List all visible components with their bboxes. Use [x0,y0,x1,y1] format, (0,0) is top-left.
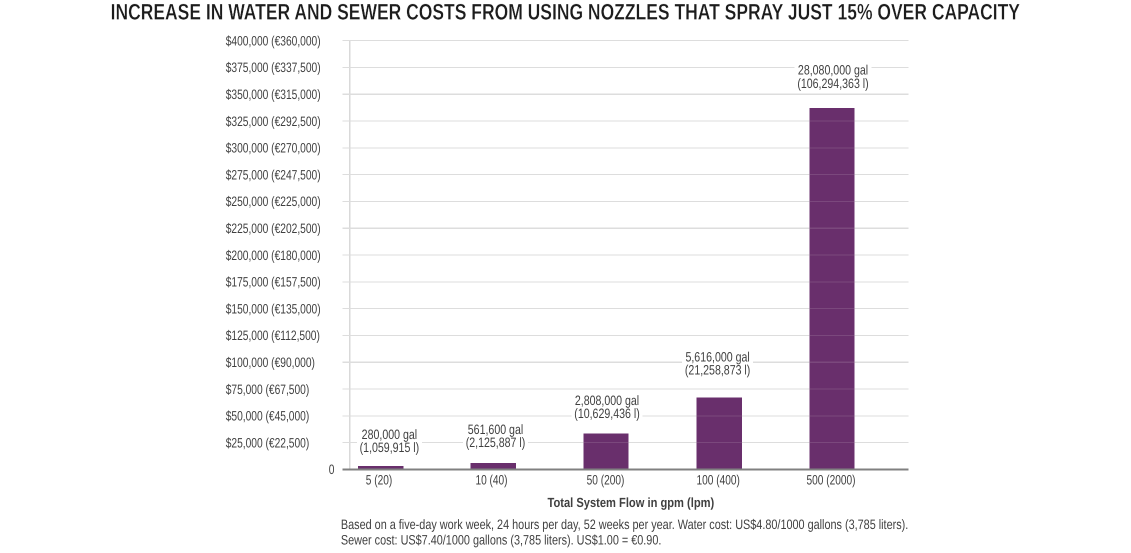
svg-text:561,600 gal: 561,600 gal [468,422,523,437]
svg-text:5 (20): 5 (20) [366,473,392,488]
svg-text:Sewer cost: US$7.40/1000 gallo: Sewer cost: US$7.40/1000 gallons (3,785 … [341,533,661,548]
svg-text:$375,000 (€337,500): $375,000 (€337,500) [226,60,321,75]
svg-text:280,000 gal: 280,000 gal [362,427,417,442]
svg-text:10 (40): 10 (40) [475,473,507,488]
svg-text:$300,000 (€270,000): $300,000 (€270,000) [226,141,321,156]
svg-text:$400,000 (€360,000): $400,000 (€360,000) [226,33,321,48]
svg-text:$150,000 (€135,000): $150,000 (€135,000) [226,301,321,316]
svg-text:$200,000 (€180,000): $200,000 (€180,000) [226,248,321,263]
svg-text:$175,000 (€157,500): $175,000 (€157,500) [226,275,321,290]
svg-text:(2,125,887 l): (2,125,887 l) [466,435,526,450]
svg-text:Based on a five-day work week,: Based on a five-day work week, 24 hours … [341,517,908,532]
svg-text:0: 0 [329,462,335,477]
svg-text:(1,059,915 l): (1,059,915 l) [360,440,420,455]
svg-text:2,808,000 gal: 2,808,000 gal [575,393,639,408]
svg-text:50 (200): 50 (200) [587,473,625,488]
svg-text:$350,000 (€315,000): $350,000 (€315,000) [226,87,321,102]
svg-text:Total System Flow in gpm (lpm): Total System Flow in gpm (lpm) [548,495,715,510]
svg-text:$25,000 (€22,500): $25,000 (€22,500) [226,435,310,450]
svg-text:$275,000 (€247,500): $275,000 (€247,500) [226,167,321,182]
svg-text:500 (2000): 500 (2000) [806,473,855,488]
svg-text:$125,000 (€112,500): $125,000 (€112,500) [226,328,320,343]
svg-text:$325,000 (€292,500): $325,000 (€292,500) [226,114,321,129]
svg-text:(106,294,363 l): (106,294,363 l) [797,76,868,91]
svg-text:100 (400): 100 (400) [697,473,740,488]
svg-text:28,080,000 gal: 28,080,000 gal [798,63,868,78]
svg-text:$225,000 (€202,500): $225,000 (€202,500) [226,221,321,236]
svg-text:$75,000 (€67,500): $75,000 (€67,500) [226,382,310,397]
svg-text:(21,258,873 l): (21,258,873 l) [685,363,750,378]
svg-text:5,616,000 gal: 5,616,000 gal [685,349,749,364]
svg-text:$50,000 (€45,000): $50,000 (€45,000) [226,409,310,424]
svg-text:$250,000 (€225,000): $250,000 (€225,000) [226,194,321,209]
svg-text:INCREASE IN WATER AND SEWER CO: INCREASE IN WATER AND SEWER COSTS FROM U… [111,0,1020,25]
svg-text:$100,000 (€90,000): $100,000 (€90,000) [226,355,315,370]
svg-text:(10,629,436 l): (10,629,436 l) [574,406,639,421]
